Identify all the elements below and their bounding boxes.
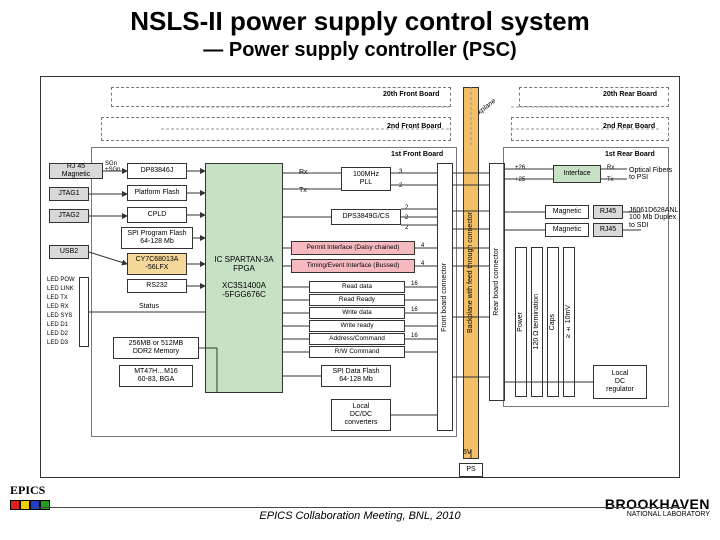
rj45-sig: SGn +SGn — [105, 161, 121, 174]
rj45a: RJ45 — [593, 205, 623, 219]
caps-col-label: Caps — [549, 314, 557, 330]
sig-read-data: Read data — [309, 281, 405, 293]
gates-bus3: 2 — [405, 225, 408, 231]
tx-label: Tx — [299, 187, 307, 194]
cmp-col: ≥ ± 10mV — [563, 247, 575, 397]
sig-rw-cmd: R/W Command — [309, 346, 405, 358]
rs232: RS232 — [127, 279, 187, 293]
usb2: USB2 — [49, 245, 89, 259]
fpga: IC SPARTAN-3A FPGA XC3S1400A -5FGG676C — [205, 163, 283, 393]
backplane-label: Backplane with feed through connector — [467, 212, 475, 333]
sig-read-ready: Read Ready — [309, 294, 405, 306]
pll-bus2: 2 — [399, 183, 402, 189]
sig-addr-cmd: Address/Command — [309, 333, 405, 345]
label-20th-front: 20th Front Board — [383, 91, 439, 98]
ddr2: 256MB or 512MB DDR2 Memory — [113, 337, 199, 359]
epics-text: EPICS — [10, 483, 45, 497]
rj45b: RJ45 — [593, 223, 623, 237]
timing-interface: Timing/Event Interface (Bussed) — [291, 259, 415, 273]
pll-bus3: 3 — [399, 169, 402, 175]
led-d1: LED D1 — [47, 322, 68, 328]
cmp-col-label: ≥ ± 10mV — [565, 305, 573, 338]
gates: DPS3849G/CS — [331, 209, 401, 225]
mt-chip: MT47H…M16 60-83, BGA — [119, 365, 193, 387]
label-2nd-rear: 2nd Rear Board — [603, 123, 655, 130]
label-1st-rear: 1st Rear Board — [605, 151, 655, 158]
label-1st-front: 1st Front Board — [391, 151, 443, 158]
led-box — [79, 277, 89, 347]
caps-col: Caps — [547, 247, 559, 397]
rear-connector-label: Rear board connector — [493, 248, 501, 316]
label-2nd-front: 2nd Front Board — [387, 123, 441, 130]
local-dcdc: Local DC/DC converters — [331, 399, 391, 431]
magnetic2: Magnetic — [545, 223, 589, 237]
block-diagram: 20th Front Board 20th Rear Board 2nd Fro… — [40, 76, 680, 478]
sig-write-data: Write data — [309, 307, 405, 319]
led-d2: LED D2 — [47, 331, 68, 337]
dp-chip: DP83846J — [127, 163, 187, 179]
footer: EPICS Collaboration Meeting, BNL, 2010 — [36, 507, 684, 522]
spi-data-flash: SPI Data Flash 64-128 Mb — [321, 365, 391, 387]
platform-flash: Platform Flash — [127, 185, 187, 201]
jtag2: JTAG2 — [49, 209, 89, 223]
term-col: 120 Ω termination — [531, 247, 543, 397]
ps-block: PS — [459, 463, 483, 477]
opt-rx: Rx — [607, 165, 614, 171]
led-rx: LED RX — [47, 304, 69, 310]
rj45-magnetic: RJ 45 Magnetic — [49, 163, 103, 179]
ps-5v: 5V — [463, 449, 472, 456]
rx-label: Rx — [299, 169, 308, 176]
page-title: NSLS-II power supply control system — [0, 0, 720, 37]
cy-chip: CY7C68013A -56LFX — [127, 253, 187, 275]
sig-bus-16b: 16 — [411, 307, 418, 313]
optical-fibers: Optical Fibers to PSI — [629, 167, 672, 182]
jtag1: JTAG1 — [49, 187, 89, 201]
term-col-label: 120 Ω termination — [533, 294, 541, 349]
epics-logo: EPICS — [10, 483, 50, 510]
front-connector-label: Front board connector — [441, 263, 449, 332]
cpld: CPLD — [127, 207, 187, 223]
led-link: LED LINK — [47, 286, 74, 292]
magnetic1: Magnetic — [545, 205, 589, 219]
led-pow: LED POW — [47, 277, 75, 283]
sig-bus-16a: 16 — [411, 281, 418, 287]
interface-block: Interface — [553, 165, 601, 183]
sig-write-ready: Write ready — [309, 320, 405, 332]
sig-bus-16c: 16 — [411, 333, 418, 339]
gates-bus2: 2 — [405, 215, 408, 221]
opt-tx: Tx — [607, 177, 614, 183]
led-tx: LED TX — [47, 295, 68, 301]
gates-bus1: 2 — [405, 205, 408, 211]
fpga-part: XC3S1400A -5FGG676C — [222, 282, 266, 300]
spi-prog-flash: SPI Program Flash 64-128 Mb — [121, 227, 193, 249]
page-subtitle: — Power supply controller (PSC) — [0, 37, 720, 68]
backplane: Backplane with feed through connector — [463, 87, 479, 459]
rear-txcnt: +26 — [515, 165, 525, 171]
rear-connector: Rear board connector — [489, 163, 505, 401]
led-sys: LED SYS — [47, 313, 72, 319]
fpga-title: IC SPARTAN-3A FPGA — [214, 256, 273, 274]
permit-interface: Permit Interface (Daisy chained) — [291, 241, 415, 255]
label-20th-rear: 20th Rear Board — [603, 91, 657, 98]
power-col: Power — [515, 247, 527, 397]
jack-label: J6061D628ANL 100 Mb Duplex to SDI — [629, 207, 678, 229]
rear-rxcnt: +25 — [515, 177, 525, 183]
led-d3: LED D3 — [47, 340, 68, 346]
local-dc-reg: Local DC regulator — [593, 365, 647, 399]
status-label: Status — [139, 303, 159, 310]
perm-bus: 4 — [421, 243, 424, 249]
front-connector: Front board connector — [437, 163, 453, 431]
power-col-label: Power — [517, 312, 525, 332]
timing-bus: 4 — [421, 261, 424, 267]
pll: 100MHz PLL — [341, 167, 391, 191]
